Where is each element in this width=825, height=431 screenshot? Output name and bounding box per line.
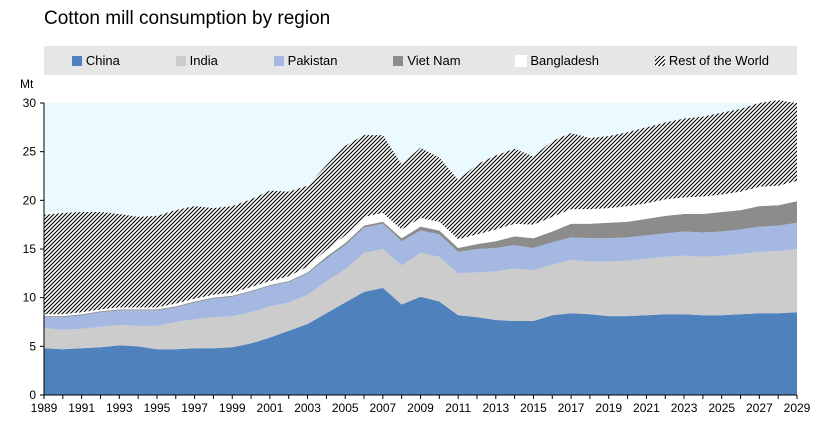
legend-item-rest-of-the-world: Rest of the World [654, 53, 770, 68]
legend-label: Pakistan [287, 53, 338, 68]
area-bangladesh [44, 180, 797, 317]
legend-swatch [654, 55, 665, 66]
y-tick-label: 0 [29, 388, 36, 402]
x-tick-label: 2017 [558, 401, 585, 415]
x-tick-label: 1991 [68, 401, 95, 415]
x-tick-label: 1993 [106, 401, 133, 415]
x-tick-label: 2023 [671, 401, 698, 415]
x-tick-label: 2003 [294, 401, 321, 415]
y-tick-label: 10 [23, 291, 37, 305]
area-pakistan [44, 222, 797, 330]
legend-item-viet-nam: Viet Nam [393, 53, 461, 68]
x-tick-label: 2015 [520, 401, 547, 415]
x-tick-label: 2009 [407, 401, 434, 415]
x-tick-label: 2005 [332, 401, 359, 415]
x-tick-label: 2025 [708, 401, 735, 415]
legend-item-china: China [71, 53, 120, 68]
x-tick-label: 2019 [595, 401, 622, 415]
legend-label: Rest of the World [668, 53, 770, 68]
x-tick-label: 1995 [144, 401, 171, 415]
x-tick-label: 2029 [784, 401, 811, 415]
legend-swatch [273, 55, 284, 66]
chart-legend: China India Pakistan Viet Nam Bangladesh Rest… [44, 46, 797, 75]
x-tick-label: 2021 [633, 401, 660, 415]
x-tick-label: 1989 [31, 401, 58, 415]
legend-label: Bangladesh [530, 53, 600, 68]
legend-swatch [175, 55, 186, 66]
y-tick-label: 5 [29, 339, 36, 353]
area-viet-nam [44, 201, 797, 318]
area-india [44, 249, 797, 350]
y-axis-unit-label: Mt [20, 77, 34, 91]
area-china [44, 287, 797, 395]
legend-swatch [515, 54, 528, 67]
legend-label: China [85, 53, 120, 68]
legend-label: India [189, 53, 218, 68]
area-rest-of-the-world [44, 100, 797, 315]
chart-title: Cotton mill consumption by region [44, 8, 331, 29]
legend-swatch [71, 55, 82, 66]
x-tick-label: 2011 [445, 401, 471, 415]
x-tick-label: 1999 [219, 401, 246, 415]
x-tick-label: 2027 [746, 401, 773, 415]
legend-swatch [393, 55, 404, 66]
legend-item-india: India [175, 53, 218, 68]
y-tick-label: 25 [23, 145, 37, 159]
x-tick-label: 1997 [181, 401, 208, 415]
x-tick-label: 2007 [369, 401, 396, 415]
legend-item-bangladesh: Bangladesh [515, 53, 600, 68]
y-tick-label: 15 [23, 242, 37, 256]
legend-item-pakistan: Pakistan [273, 53, 338, 68]
y-tick-label: 30 [23, 96, 37, 110]
x-tick-label: 2013 [482, 401, 509, 415]
y-tick-label: 20 [23, 193, 37, 207]
legend-label: Viet Nam [407, 53, 461, 68]
x-tick-label: 2001 [257, 401, 284, 415]
